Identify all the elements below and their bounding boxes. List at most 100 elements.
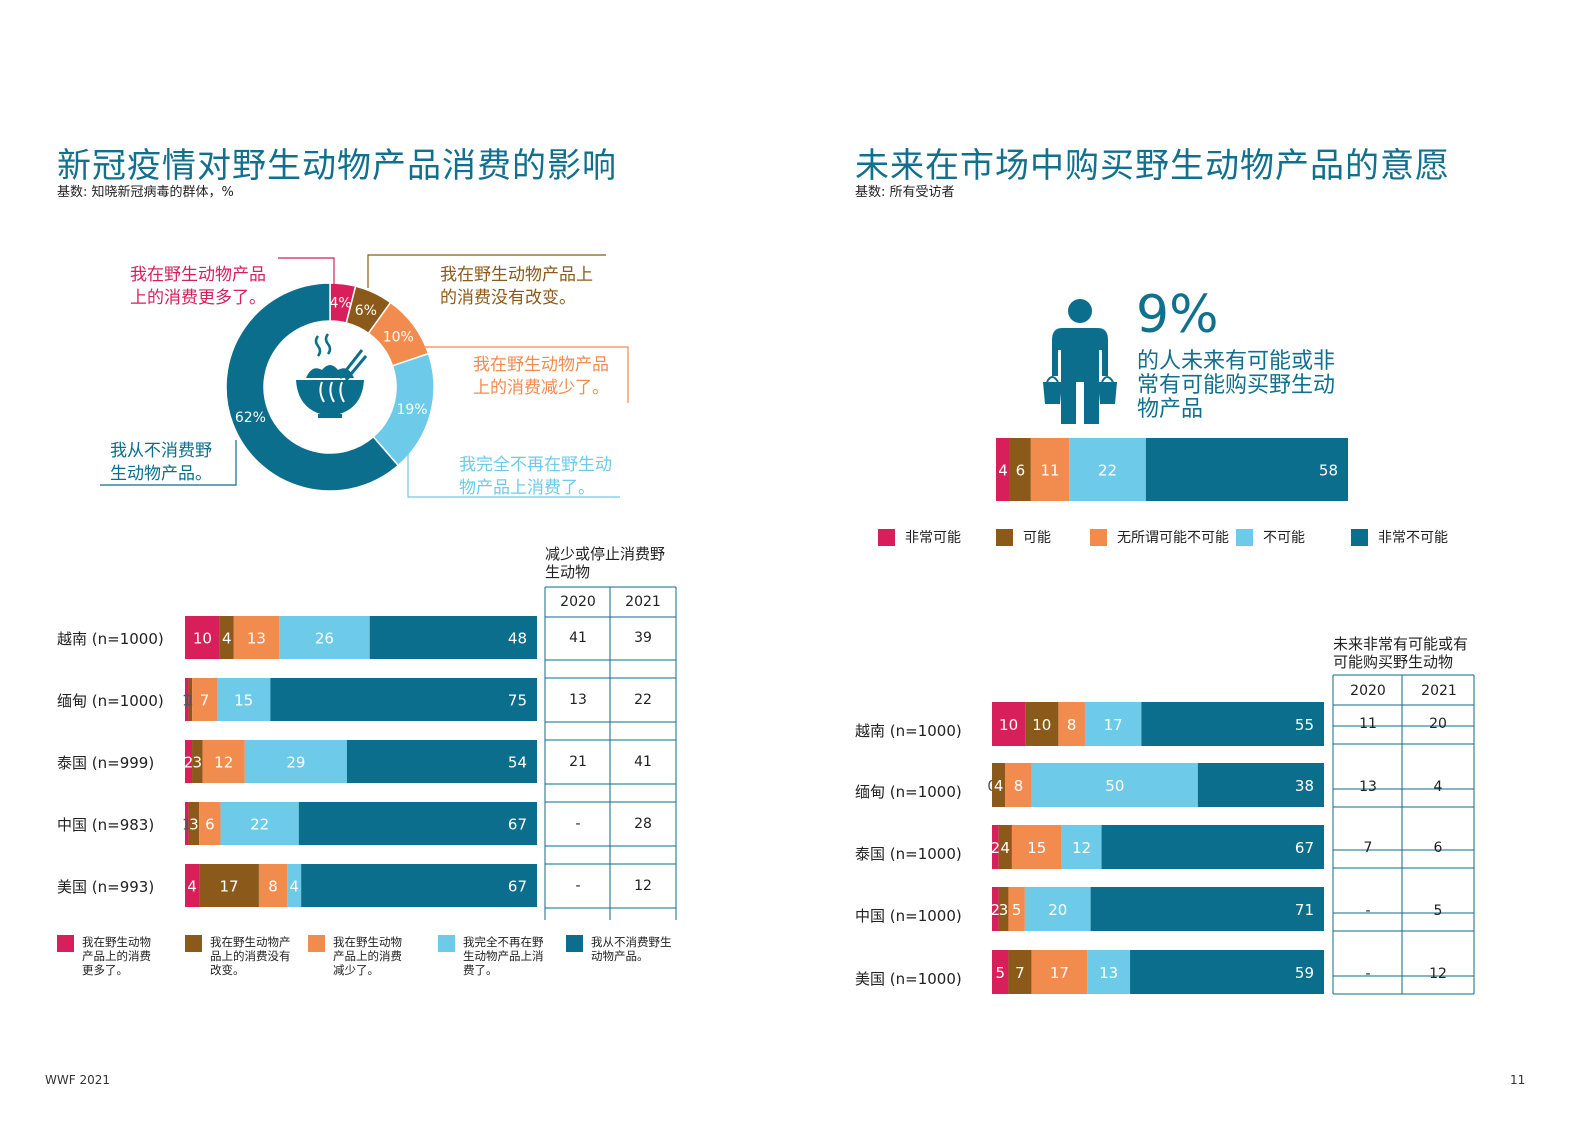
legend-label: 我完全不再在野 生动物产品上消 费了。 xyxy=(463,935,544,977)
left-bar-row-3-seg-1 xyxy=(188,802,200,845)
left-bar-row-0-label-3: 26 xyxy=(315,630,334,648)
person-shopping-bags-icon xyxy=(1043,299,1117,424)
right-bar-row-0-label-4: 55 xyxy=(1295,716,1314,734)
highlight-percentage: 9% xyxy=(1136,285,1219,345)
left-cell-2021-1: 22 xyxy=(634,692,652,708)
right-row-label-3: 中国 (n=1000) xyxy=(855,907,962,925)
right-cell-2020-3: - xyxy=(1365,903,1371,919)
left-cell-2020-1: 13 xyxy=(569,692,587,708)
right-bar-row-4-label-0: 5 xyxy=(995,964,1005,982)
right-subtitle: 基数: 所有受访者 xyxy=(855,185,955,200)
right-bar-row-3-label-2: 5 xyxy=(1012,901,1022,919)
right-bar-row-2-label-0: 2 xyxy=(991,839,1001,857)
noodle-bowl-icon xyxy=(296,333,368,418)
legend-label: 我在野生动物产 品上的消费没有 改变。 xyxy=(210,935,291,977)
left-bar-row-1-label-0: 1 xyxy=(182,692,192,710)
left-row-label-0: 越南 (n=1000) xyxy=(57,630,164,648)
left-year-header-1: 2021 xyxy=(625,594,661,610)
donut-slice-4 xyxy=(225,282,400,492)
right-row-label-4: 美国 (n=1000) xyxy=(855,970,962,988)
callout-line-1 xyxy=(367,254,606,288)
right-bar-row-3-label-3: 20 xyxy=(1048,901,1067,919)
callout-line-4 xyxy=(100,440,237,486)
right-bar-row-0-seg-3 xyxy=(1084,702,1142,746)
left-bar-row-3-label-1: 3 xyxy=(189,816,199,834)
right-bar-row-2-label-4: 67 xyxy=(1295,839,1314,857)
left-cell-2021-2: 41 xyxy=(634,754,652,770)
right-overall-seg-0 xyxy=(996,438,1010,501)
left-bar-row-2-seg-3 xyxy=(244,740,347,783)
right-bar-row-4-label-4: 59 xyxy=(1295,964,1314,982)
left-cell-2020-4: - xyxy=(575,878,581,894)
left-bar-row-0-seg-1 xyxy=(219,616,234,659)
left-bar-row-1-seg-3 xyxy=(217,678,271,721)
right-cell-2021-0: 20 xyxy=(1429,716,1447,732)
left-bar-row-2-label-4: 54 xyxy=(508,754,527,772)
right-overall-seg-3 xyxy=(1069,438,1146,501)
right-row-label-0: 越南 (n=1000) xyxy=(855,722,962,740)
right-row-label-2: 泰国 (n=1000) xyxy=(855,845,962,863)
right-cell-2021-3: 5 xyxy=(1433,903,1443,919)
legend-label: 不可能 xyxy=(1263,530,1305,546)
legend-swatch xyxy=(1090,528,1107,546)
left-legend-item-1: 我在野生动物产 品上的消费没有 改变。 xyxy=(185,935,291,977)
right-legend-item-1: 可能 xyxy=(996,527,1051,547)
right-overall-label-2: 11 xyxy=(1040,462,1059,480)
donut-label-0: 4% xyxy=(329,296,351,312)
left-legend-item-0: 我在野生动物 产品上的消费 更多了。 xyxy=(57,935,151,977)
callout-reduced: 我在野生动物产品 上的消费减少了。 xyxy=(473,355,609,398)
right-bar-row-2-seg-0 xyxy=(992,825,999,869)
legend-swatch xyxy=(566,935,583,952)
right-bar-row-3-label-0: 2 xyxy=(991,901,1001,919)
left-cell-2020-2: 21 xyxy=(569,754,587,770)
right-year-header-0: 2020 xyxy=(1350,683,1386,699)
left-bar-row-4-seg-1 xyxy=(199,864,259,907)
legend-swatch xyxy=(1351,528,1368,546)
left-bar-row-2-seg-1 xyxy=(192,740,203,783)
callout-never: 我从不消费野 生动物产品。 xyxy=(110,441,212,484)
donut-label-2: 10% xyxy=(383,329,414,345)
right-bar-row-1-label-4: 38 xyxy=(1295,777,1314,795)
right-overall-seg-4 xyxy=(1145,438,1348,501)
left-bar-row-1-label-2: 7 xyxy=(200,692,210,710)
left-bar-row-0-label-2: 13 xyxy=(247,630,266,648)
right-bar-row-3-seg-0 xyxy=(992,887,999,931)
legend-label: 我在野生动物 产品上的消费 更多了。 xyxy=(82,935,151,977)
left-cell-2020-0: 41 xyxy=(569,630,587,646)
right-table-header: 未来非常有可能或有 可能购买野生动物 xyxy=(1333,635,1469,671)
callout-stopped: 我完全不再在野生动 物产品上消费了。 xyxy=(459,455,612,498)
donut-label-3: 19% xyxy=(396,402,427,418)
right-bar-row-1-label-3: 50 xyxy=(1105,777,1124,795)
right-bar-row-2-seg-4 xyxy=(1101,825,1324,869)
left-bar-row-2-label-0: 2 xyxy=(184,754,194,772)
left-bar-row-0-seg-4 xyxy=(369,616,537,659)
left-bar-row-3-label-0: 1 xyxy=(182,816,192,834)
right-bar-row-2-seg-3 xyxy=(1061,825,1102,869)
left-cell-2020-3: - xyxy=(575,816,581,832)
right-bar-row-4-seg-3 xyxy=(1087,950,1131,994)
right-cell-2020-2: 7 xyxy=(1363,840,1373,856)
right-overall-label-1: 6 xyxy=(1016,462,1026,480)
footer-left: WWF 2021 xyxy=(45,1073,110,1087)
left-table-grid xyxy=(544,586,677,920)
right-bar-row-2-label-2: 15 xyxy=(1027,839,1046,857)
legend-swatch xyxy=(185,935,202,952)
right-legend-item-3: 不可能 xyxy=(1236,527,1305,547)
left-legend-item-4: 我从不消费野生 动物产品。 xyxy=(566,935,672,963)
highlight-description: 的人未来有可能或非 常有可能购买野生动 物产品 xyxy=(1137,349,1336,422)
left-legend-item-2: 我在野生动物 产品上的消费 减少了。 xyxy=(308,935,402,977)
left-bar-row-4-label-3: 4 xyxy=(289,878,299,896)
left-bar-row-1-label-1: 1 xyxy=(186,692,196,710)
legend-label: 我从不消费野生 动物产品。 xyxy=(591,935,672,963)
legend-swatch xyxy=(996,528,1013,546)
legend-swatch xyxy=(438,935,455,952)
right-bar-row-1-label-1: 4 xyxy=(994,777,1004,795)
right-cell-2020-4: - xyxy=(1365,966,1371,982)
donut-chart: 4% 6% 10% 19% 62% xyxy=(100,254,629,498)
right-legend-item-4: 非常不可能 xyxy=(1351,527,1448,547)
left-bar-row-3-label-2: 6 xyxy=(205,816,215,834)
right-bar-row-2-seg-2 xyxy=(1011,825,1062,869)
left-bar-row-0-seg-3 xyxy=(279,616,370,659)
right-year-header-1: 2021 xyxy=(1421,683,1457,699)
footer-page-number: 11 xyxy=(1510,1073,1526,1087)
